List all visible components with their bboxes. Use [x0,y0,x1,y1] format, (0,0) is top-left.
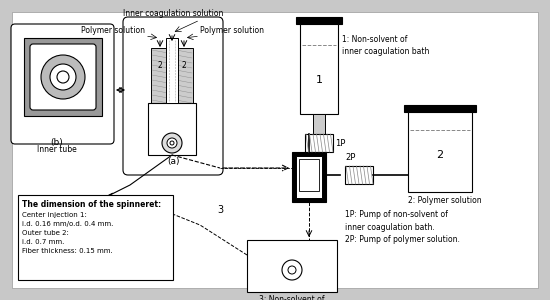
Bar [300,24,338,114]
Circle shape [162,133,182,153]
Text: 1: Non-solvent of
inner coagulation bath: 1: Non-solvent of inner coagulation bath [342,35,430,56]
Text: 2: Polymer solution: 2: Polymer solution [408,196,482,205]
Text: Polymer solution: Polymer solution [200,26,264,35]
Text: 2P: 2P [345,153,355,162]
Bar [296,17,342,24]
Text: 1P: 1P [335,139,345,148]
Circle shape [288,266,296,274]
Bar [292,152,326,202]
FancyBboxPatch shape [123,17,223,175]
Text: Inner coagulation solution: Inner coagulation solution [123,9,223,18]
Text: Polymer solution: Polymer solution [81,26,145,35]
Bar [408,112,472,192]
Circle shape [57,71,69,83]
Bar [175,48,193,103]
Text: 2: 2 [437,150,443,160]
Circle shape [41,55,85,99]
Bar [148,103,196,155]
Text: (b): (b) [51,138,63,147]
Bar [404,105,476,112]
Text: The dimension of the spinneret:: The dimension of the spinneret: [22,200,161,209]
Bar [313,114,325,134]
Circle shape [50,64,76,90]
Bar [166,38,178,103]
Text: 3: Non-solvent of
outer coagulation bath: 3: Non-solvent of outer coagulation bath [248,295,336,300]
Bar [18,195,173,280]
Bar [345,166,373,184]
Bar [24,38,102,116]
Text: (a): (a) [167,157,179,166]
Bar [305,134,333,152]
Text: 1P: Pump of non-solvent of
inner coagulation bath.
2P: Pump of polymer solution.: 1P: Pump of non-solvent of inner coagula… [345,210,460,244]
Bar [296,156,322,198]
Circle shape [282,260,302,280]
Text: 1: 1 [316,75,322,85]
Circle shape [170,141,174,145]
FancyBboxPatch shape [30,44,96,110]
Text: Inner tube: Inner tube [37,145,77,154]
Text: 2: 2 [182,61,186,70]
Text: 2: 2 [158,61,162,70]
Bar [299,159,319,191]
Text: Center injection 1:
i.d. 0.16 mm/o.d. 0.4 mm.
Outer tube 2:
i.d. 0.7 mm.
Fiber t: Center injection 1: i.d. 0.16 mm/o.d. 0.… [22,212,113,254]
Circle shape [167,138,177,148]
FancyBboxPatch shape [11,24,114,144]
Bar [151,48,169,103]
Bar [247,240,337,292]
Text: 3: 3 [217,205,223,215]
